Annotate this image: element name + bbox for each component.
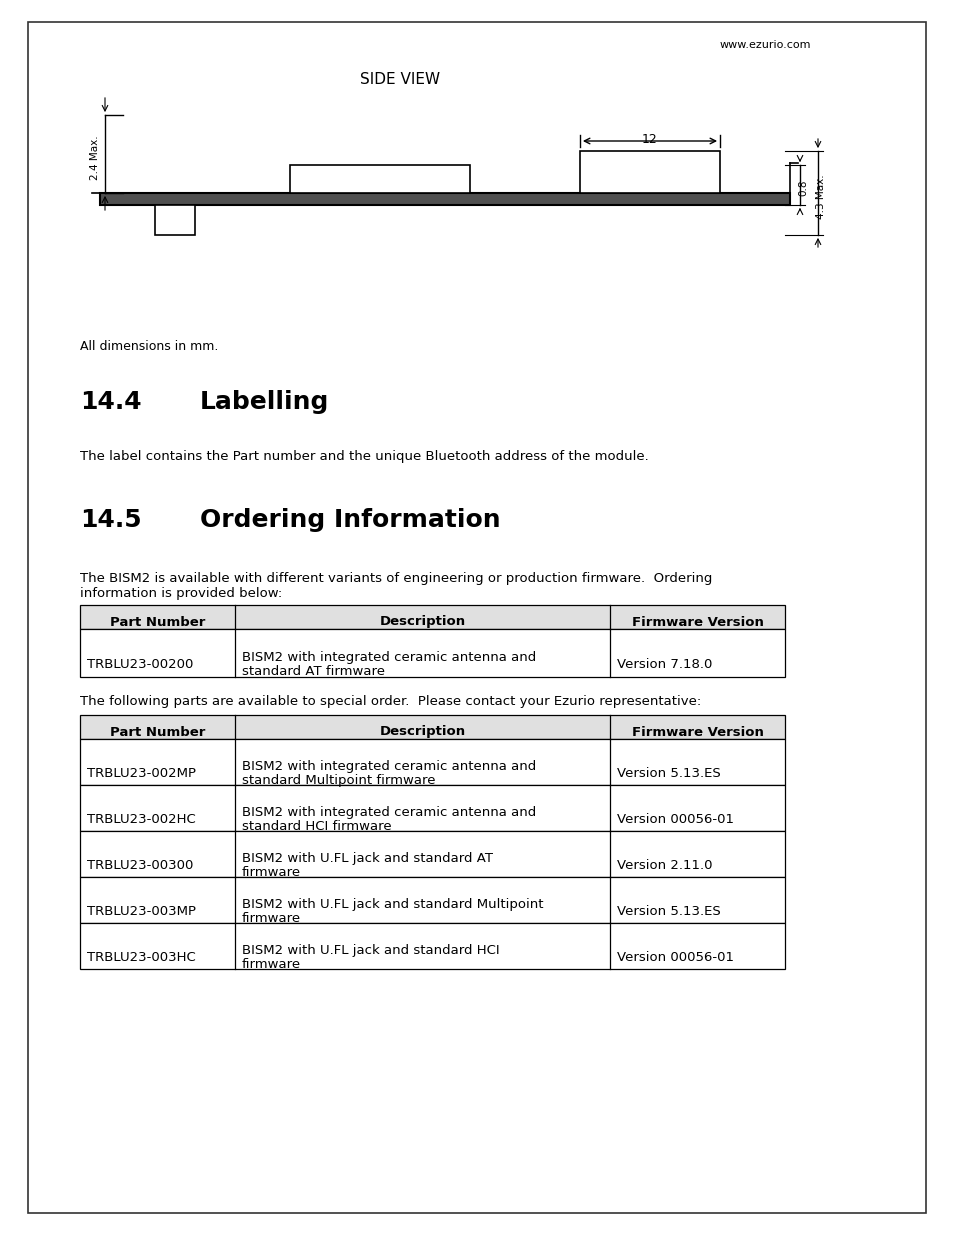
Text: firmware: firmware bbox=[242, 866, 301, 879]
Text: 0.8: 0.8 bbox=[797, 180, 807, 196]
Text: The following parts are available to special order.  Please contact your Ezurio : The following parts are available to spe… bbox=[80, 695, 700, 708]
Text: Ordering Information: Ordering Information bbox=[200, 508, 500, 532]
Bar bbox=[100, 193, 789, 205]
Bar bbox=[154, 205, 194, 235]
Bar bbox=[80, 739, 784, 785]
Text: Version 00056-01: Version 00056-01 bbox=[617, 951, 733, 965]
Text: standard HCI firmware: standard HCI firmware bbox=[242, 820, 392, 832]
Bar bbox=[80, 605, 784, 629]
Text: The BISM2 is available with different variants of engineering or production firm: The BISM2 is available with different va… bbox=[80, 572, 712, 585]
Text: TRBLU23-002MP: TRBLU23-002MP bbox=[87, 767, 195, 781]
Text: BISM2 with U.FL jack and standard Multipoint: BISM2 with U.FL jack and standard Multip… bbox=[242, 898, 543, 911]
Text: Version 7.18.0: Version 7.18.0 bbox=[617, 658, 712, 671]
Text: Firmware Version: Firmware Version bbox=[631, 615, 762, 629]
Text: standard Multipoint firmware: standard Multipoint firmware bbox=[242, 774, 435, 787]
Text: BISM2 with U.FL jack and standard HCI: BISM2 with U.FL jack and standard HCI bbox=[242, 944, 499, 957]
Bar bbox=[80, 629, 784, 677]
Bar bbox=[80, 785, 784, 831]
Text: Description: Description bbox=[379, 725, 465, 739]
Text: 14.5: 14.5 bbox=[80, 508, 141, 532]
Text: TRBLU23-003HC: TRBLU23-003HC bbox=[87, 951, 195, 965]
Text: SIDE VIEW: SIDE VIEW bbox=[359, 72, 439, 86]
Text: firmware: firmware bbox=[242, 911, 301, 925]
Text: Version 5.13.ES: Version 5.13.ES bbox=[617, 905, 720, 918]
Text: TRBLU23-003MP: TRBLU23-003MP bbox=[87, 905, 195, 918]
Bar bbox=[80, 877, 784, 923]
Text: All dimensions in mm.: All dimensions in mm. bbox=[80, 340, 218, 353]
Text: Part Number: Part Number bbox=[110, 615, 205, 629]
Text: 14.4: 14.4 bbox=[80, 390, 141, 414]
Text: The label contains the Part number and the unique Bluetooth address of the modul: The label contains the Part number and t… bbox=[80, 450, 648, 463]
Text: Version 00056-01: Version 00056-01 bbox=[617, 813, 733, 826]
Text: www.ezurio.com: www.ezurio.com bbox=[720, 40, 811, 49]
Bar bbox=[80, 715, 784, 739]
Bar bbox=[290, 165, 470, 193]
Text: information is provided below:: information is provided below: bbox=[80, 587, 282, 600]
Text: Version 2.11.0: Version 2.11.0 bbox=[617, 860, 712, 872]
Bar bbox=[80, 831, 784, 877]
Text: Description: Description bbox=[379, 615, 465, 629]
Text: TRBLU23-002HC: TRBLU23-002HC bbox=[87, 813, 195, 826]
Text: 2.4 Max.: 2.4 Max. bbox=[90, 136, 100, 180]
Text: Labelling: Labelling bbox=[200, 390, 329, 414]
Text: BISM2 with U.FL jack and standard AT: BISM2 with U.FL jack and standard AT bbox=[242, 852, 493, 864]
Text: standard AT firmware: standard AT firmware bbox=[242, 664, 385, 678]
Text: TRBLU23-00300: TRBLU23-00300 bbox=[87, 860, 193, 872]
Text: BISM2 with integrated ceramic antenna and: BISM2 with integrated ceramic antenna an… bbox=[242, 651, 536, 664]
Text: Firmware Version: Firmware Version bbox=[631, 725, 762, 739]
Text: Part Number: Part Number bbox=[110, 725, 205, 739]
Text: Version 5.13.ES: Version 5.13.ES bbox=[617, 767, 720, 781]
Bar bbox=[579, 151, 720, 193]
Text: BISM2 with integrated ceramic antenna and: BISM2 with integrated ceramic antenna an… bbox=[242, 806, 536, 819]
Text: 12: 12 bbox=[641, 133, 658, 146]
Text: firmware: firmware bbox=[242, 958, 301, 971]
Text: 4.3 Max.: 4.3 Max. bbox=[815, 174, 825, 220]
Text: BISM2 with integrated ceramic antenna and: BISM2 with integrated ceramic antenna an… bbox=[242, 760, 536, 773]
Bar bbox=[80, 923, 784, 969]
Text: TRBLU23-00200: TRBLU23-00200 bbox=[87, 658, 193, 671]
